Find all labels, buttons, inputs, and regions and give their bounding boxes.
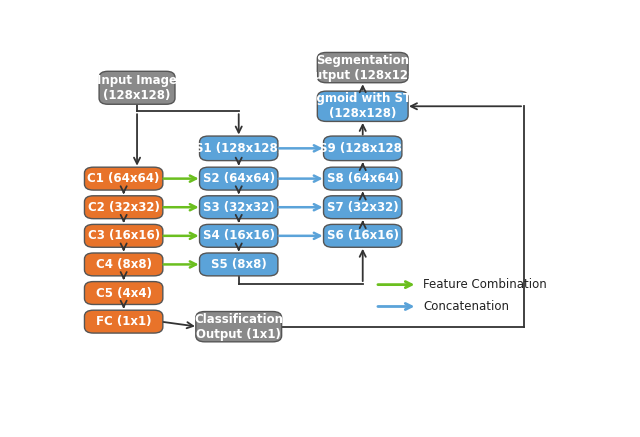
Text: C3 (16x16): C3 (16x16) — [88, 229, 160, 243]
FancyBboxPatch shape — [84, 167, 163, 190]
Text: S5 (8x8): S5 (8x8) — [211, 258, 267, 271]
FancyBboxPatch shape — [84, 281, 163, 305]
FancyBboxPatch shape — [317, 91, 408, 121]
Text: S2 (64x64): S2 (64x64) — [203, 172, 275, 185]
Text: S7 (32x32): S7 (32x32) — [327, 201, 399, 214]
Text: Sigmoid with STD
(128x128): Sigmoid with STD (128x128) — [304, 92, 421, 120]
FancyBboxPatch shape — [324, 136, 402, 161]
FancyBboxPatch shape — [84, 196, 163, 218]
FancyBboxPatch shape — [99, 71, 175, 104]
Text: S4 (16x16): S4 (16x16) — [203, 229, 275, 243]
Text: C1 (64x64): C1 (64x64) — [88, 172, 160, 185]
FancyBboxPatch shape — [200, 253, 278, 276]
Text: Feature Combination: Feature Combination — [423, 278, 547, 291]
Text: Input Image
(128x128): Input Image (128x128) — [97, 74, 177, 102]
Text: C5 (4x4): C5 (4x4) — [95, 287, 152, 299]
Text: S1 (128x128): S1 (128x128) — [195, 142, 283, 155]
Text: Concatenation: Concatenation — [423, 300, 509, 313]
FancyBboxPatch shape — [324, 196, 402, 218]
FancyBboxPatch shape — [84, 253, 163, 276]
Text: Classification
Output (1x1): Classification Output (1x1) — [194, 313, 284, 341]
FancyBboxPatch shape — [317, 52, 408, 83]
FancyBboxPatch shape — [200, 167, 278, 190]
Text: S3 (32x32): S3 (32x32) — [203, 201, 275, 214]
FancyBboxPatch shape — [324, 167, 402, 190]
FancyBboxPatch shape — [84, 224, 163, 247]
FancyBboxPatch shape — [84, 310, 163, 333]
FancyBboxPatch shape — [200, 224, 278, 247]
FancyBboxPatch shape — [196, 312, 282, 342]
Text: S9 (128x128): S9 (128x128) — [319, 142, 407, 155]
FancyBboxPatch shape — [200, 196, 278, 218]
Text: Segmentation
Output (128x128): Segmentation Output (128x128) — [304, 54, 422, 82]
Text: C4 (8x8): C4 (8x8) — [95, 258, 152, 271]
FancyBboxPatch shape — [200, 136, 278, 161]
Text: C2 (32x32): C2 (32x32) — [88, 201, 159, 214]
Text: FC (1x1): FC (1x1) — [96, 315, 152, 328]
Text: S8 (64x64): S8 (64x64) — [326, 172, 399, 185]
FancyBboxPatch shape — [324, 224, 402, 247]
Text: S6 (16x16): S6 (16x16) — [326, 229, 399, 243]
